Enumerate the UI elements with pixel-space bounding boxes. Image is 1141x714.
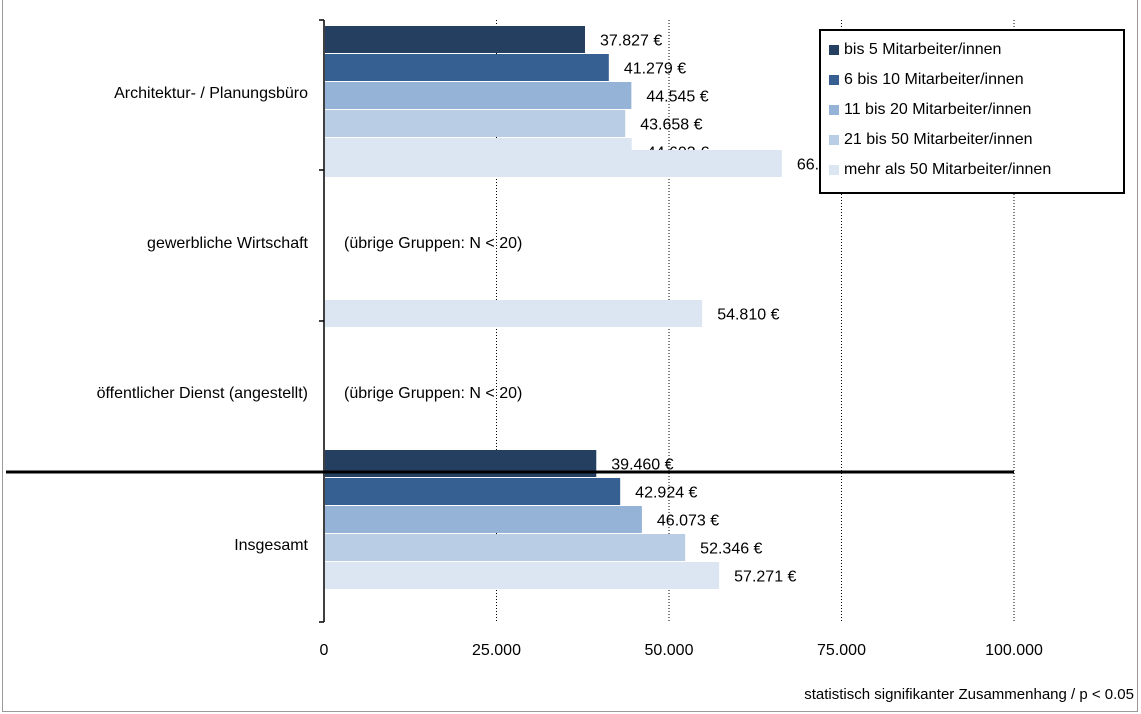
legend-swatch-3 [829, 135, 839, 145]
group-note-2: (übrige Gruppen: N < 20) [344, 385, 522, 402]
bar-3-4 [325, 562, 720, 589]
legend-swatch-0 [829, 45, 839, 55]
bar-value-label-2-0: 54.810 € [717, 307, 779, 324]
category-label-1: gewerbliche Wirtschaft [147, 235, 309, 252]
bar-3-2 [325, 506, 642, 533]
bar-1-0 [325, 150, 782, 177]
legend-label-0: bis 5 Mitarbeiter/innen [844, 41, 1002, 58]
category-label-2: öffentlicher Dienst (angestellt) [97, 385, 308, 402]
x-tick-label-0: 0 [320, 642, 329, 659]
bar-0-2 [325, 82, 632, 109]
x-tick-label-4: 100.000 [985, 642, 1043, 659]
legend-item-1: 6 bis 10 Mitarbeiter/innen [829, 65, 1123, 95]
legend-item-4: mehr als 50 Mitarbeiter/innen [829, 155, 1123, 185]
x-tick-label-1: 25.000 [472, 642, 521, 659]
bar-0-0 [325, 26, 586, 53]
bar-value-label-3-1: 42.924 € [635, 485, 697, 502]
bar-value-label-0-3: 43.658 € [640, 117, 702, 134]
x-tick-label-2: 50.000 [645, 642, 694, 659]
bar-value-label-3-2: 46.073 € [657, 513, 719, 530]
bar-value-label-0-1: 41.279 € [624, 61, 686, 78]
category-label-0: Architektur- / Planungsbüro [114, 85, 308, 102]
x-tick-label-3: 75.000 [817, 642, 866, 659]
legend-swatch-4 [829, 165, 839, 175]
significance-footnote: statistisch signifikanter Zusammenhang /… [804, 686, 1134, 703]
bar-3-3 [325, 534, 686, 561]
bar-0-3 [325, 110, 626, 137]
chart-legend: bis 5 Mitarbeiter/innen 6 bis 10 Mitarbei… [819, 29, 1125, 194]
bar-0-1 [325, 54, 609, 81]
bar-value-label-3-4: 57.271 € [734, 569, 796, 586]
legend-item-2: 11 bis 20 Mitarbeiter/innen [829, 95, 1123, 125]
group-note-1: (übrige Gruppen: N < 20) [344, 235, 522, 252]
legend-swatch-1 [829, 75, 839, 85]
bar-3-1 [325, 478, 621, 505]
bar-value-label-3-3: 52.346 € [700, 541, 762, 558]
bar-2-0 [325, 300, 703, 327]
legend-item-0: bis 5 Mitarbeiter/innen [829, 35, 1123, 65]
legend-label-2: 11 bis 20 Mitarbeiter/innen [844, 101, 1032, 118]
legend-label-3: 21 bis 50 Mitarbeiter/innen [844, 131, 1033, 148]
bar-value-label-0-0: 37.827 € [600, 33, 662, 50]
legend-label-1: 6 bis 10 Mitarbeiter/innen [844, 71, 1024, 88]
legend-item-3: 21 bis 50 Mitarbeiter/innen [829, 125, 1123, 155]
legend-swatch-2 [829, 105, 839, 115]
category-label-3: Insgesamt [234, 537, 308, 554]
bar-value-label-0-2: 44.545 € [646, 89, 708, 106]
legend-label-4: mehr als 50 Mitarbeiter/innen [844, 161, 1052, 178]
bar-value-label-3-0: 39.460 € [611, 457, 673, 474]
